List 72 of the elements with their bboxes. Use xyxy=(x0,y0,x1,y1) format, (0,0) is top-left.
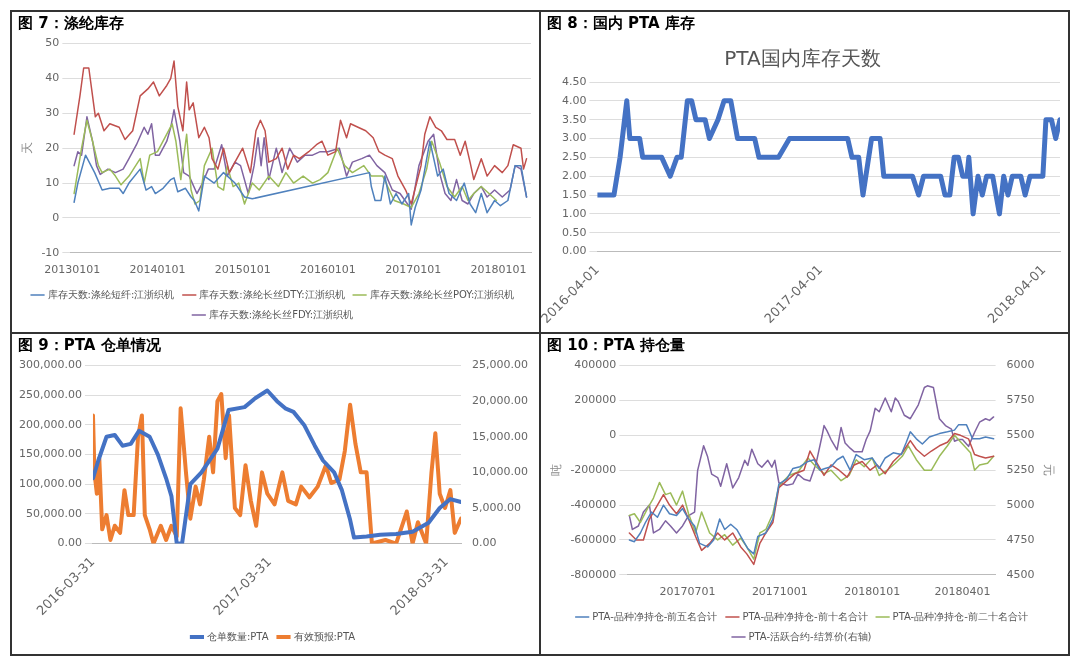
chart-title: 图 9：PTA 仓单情况 xyxy=(17,335,162,356)
y2-tick-label: 5000 xyxy=(1006,497,1035,511)
y-tick-label: 1.00 xyxy=(561,206,587,220)
x-tick-label: 20150101 xyxy=(214,263,271,277)
y-tick-label: 400000 xyxy=(574,358,617,372)
y-tick-label: 3.00 xyxy=(561,131,587,145)
y-tick-label: 1.50 xyxy=(561,187,587,201)
y2-tick-label: 4500 xyxy=(1006,567,1035,581)
y2-tick-label: 20,000.00 xyxy=(472,394,528,408)
legend-label: PTA-品种净持仓-前五名合计 xyxy=(592,610,718,622)
y2-tick-label: 15,000.00 xyxy=(472,429,528,443)
x-tick-label: 20170101 xyxy=(385,263,442,277)
y2-tick-label: 6000 xyxy=(1006,358,1035,372)
y-tick-label: 20 xyxy=(45,141,60,155)
y-tick-label: 2.00 xyxy=(561,169,587,183)
y-tick-label: 0 xyxy=(52,210,60,224)
y-tick-label: 0.00 xyxy=(561,244,587,258)
legend-label: PTA-品种净持仓-前二十名合计 xyxy=(892,610,1028,622)
y2-tick-label: 5250 xyxy=(1006,463,1035,477)
chart-title: 图 8：国内 PTA 库存 xyxy=(546,13,696,34)
y-tick-label: -200000 xyxy=(570,463,617,477)
y-axis-title: 天 xyxy=(19,142,34,155)
y-tick-label: 4.50 xyxy=(561,74,587,88)
y-tick-label: 0 xyxy=(609,428,617,442)
y-tick-label: 0.00 xyxy=(57,536,82,550)
y-tick-label: 3.50 xyxy=(561,112,587,126)
y-tick-label: 4.00 xyxy=(561,93,587,107)
x-tick-label: 20160101 xyxy=(299,263,356,277)
y2-tick-label: 4750 xyxy=(1006,532,1035,546)
y2-tick-label: 0.00 xyxy=(472,536,497,550)
y-tick-label: 50 xyxy=(45,36,60,50)
chart-subtitle: PTA国内库存天数 xyxy=(724,46,881,71)
y-tick-label: 250,000.00 xyxy=(19,388,82,402)
x-tick-label: 20180401 xyxy=(934,585,991,599)
y-tick-label: 300,000.00 xyxy=(19,358,82,372)
legend-label: 有效预报:PTA xyxy=(293,630,356,642)
y-tick-label: -600000 xyxy=(570,532,617,546)
y-tick-label: 100,000.00 xyxy=(19,477,82,491)
y-tick-label: -10 xyxy=(41,245,60,259)
y2-tick-label: 25,000.00 xyxy=(472,358,528,372)
y-tick-label: 50,000.00 xyxy=(26,506,82,520)
x-tick-label: 20180101 xyxy=(470,263,527,277)
x-tick-label: 20171001 xyxy=(751,585,808,599)
y-tick-label: 30 xyxy=(45,106,60,120)
y-tick-label: 0.50 xyxy=(561,225,587,239)
y-tick-label: -800000 xyxy=(570,567,617,581)
y2-tick-label: 5500 xyxy=(1006,428,1035,442)
legend-label: PTA-活跃合约-结算价(右轴) xyxy=(748,630,872,642)
y-tick-label: 200000 xyxy=(574,393,617,407)
y-tick-label: -400000 xyxy=(570,497,617,511)
legend-label: PTA-品种净持仓-前十名合计 xyxy=(742,610,868,622)
y2-tick-label: 5,000.00 xyxy=(472,500,521,514)
y-axis-title: 吨 xyxy=(548,464,563,477)
legend-label: 库存天数:涤纶短纤:江浙织机 xyxy=(47,288,175,300)
y-tick-label: 10 xyxy=(45,175,60,189)
y-tick-label: 2.50 xyxy=(561,150,587,164)
legend-label: 库存天数:涤纶长丝POY:江浙织机 xyxy=(369,288,515,300)
x-tick-label: 20180101 xyxy=(844,585,901,599)
y2-axis-title: 元 xyxy=(1042,464,1057,477)
chart-title: 图 10：PTA 持仓量 xyxy=(546,335,686,356)
x-tick-label: 20130101 xyxy=(44,263,101,277)
x-tick-label: 20170701 xyxy=(659,585,716,599)
x-tick-label: 20140101 xyxy=(129,263,186,277)
y-tick-label: 40 xyxy=(45,71,60,85)
y-tick-label: 200,000.00 xyxy=(19,417,82,431)
legend-label: 库存天数:涤纶长丝FDY:江浙织机 xyxy=(208,308,354,320)
y2-tick-label: 10,000.00 xyxy=(472,465,528,479)
y-tick-label: 150,000.00 xyxy=(19,447,82,461)
y2-tick-label: 5750 xyxy=(1006,393,1035,407)
legend-label: 库存天数:涤纶长丝DTY:江浙织机 xyxy=(199,288,345,300)
legend-label: 仓单数量:PTA xyxy=(206,630,269,642)
chart-title: 图 7：涤纶库存 xyxy=(17,13,125,34)
